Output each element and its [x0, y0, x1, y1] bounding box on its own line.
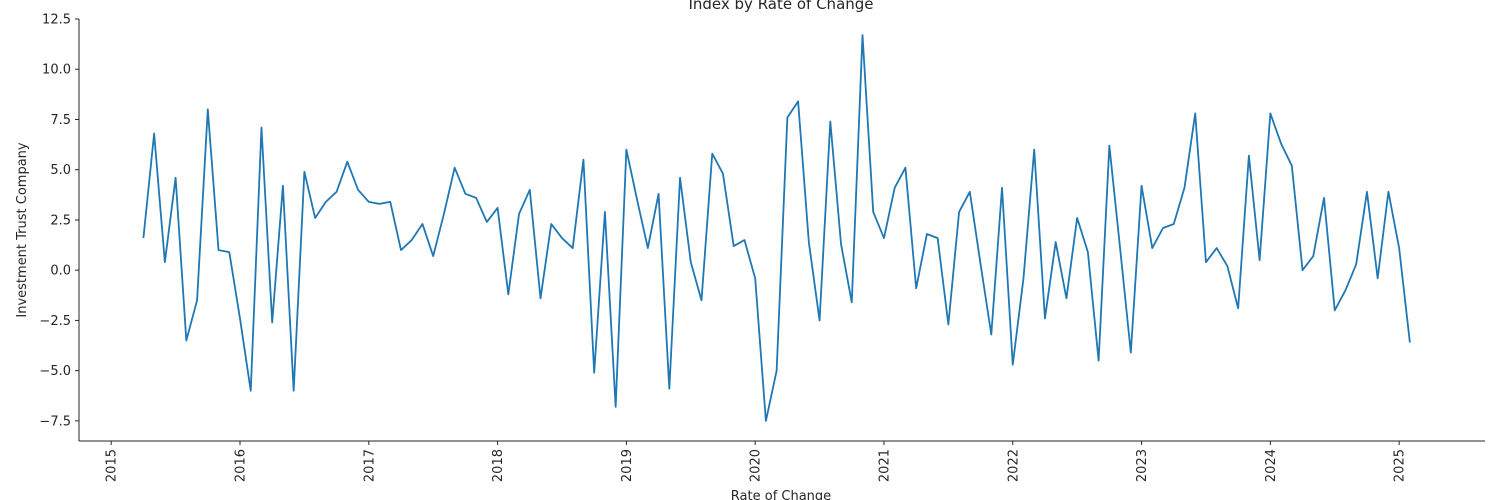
y-tick-label: 10.0	[42, 63, 71, 78]
x-tick-label: 2024	[1264, 449, 1279, 482]
x-tick-label: 2020	[749, 449, 764, 482]
x-axis-title: Rate of Change	[731, 489, 831, 500]
x-tick-label: 2023	[1135, 449, 1150, 482]
y-tick-label: 2.5	[50, 213, 71, 228]
x-tick-label: 2025	[1393, 449, 1408, 482]
x-tick-label: 2015	[105, 449, 120, 482]
y-tick-label: 12.5	[42, 13, 71, 28]
y-tick-label: 0.0	[50, 264, 71, 279]
y-axis-title: Investment Trust Company	[15, 142, 30, 318]
x-tick-label: 2016	[233, 449, 248, 482]
y-tick-label: 5.0	[50, 163, 71, 178]
x-tick-label: 2019	[620, 449, 635, 482]
x-axis-ticks: 2015 2016 2017 2018 2019 2020 2021 2022 2023 2024…	[105, 441, 1408, 482]
y-tick-label: −7.5	[39, 414, 71, 429]
chart-title: Index by Rate of Change	[688, 0, 873, 13]
x-tick-label: 2017	[362, 449, 377, 482]
y-tick-label: −5.0	[39, 364, 71, 379]
x-tick-label: 2018	[491, 449, 506, 482]
y-axis-ticks: 12.5 10.0 7.5 5.0 2.5 0.0 −2.5 −5.0 −7.5	[39, 13, 79, 429]
y-tick-label: 7.5	[50, 113, 71, 128]
series-line	[142, 34, 1411, 422]
x-tick-label: 2022	[1006, 449, 1021, 482]
y-tick-label: −2.5	[39, 314, 71, 329]
x-tick-label: 2021	[877, 449, 892, 482]
